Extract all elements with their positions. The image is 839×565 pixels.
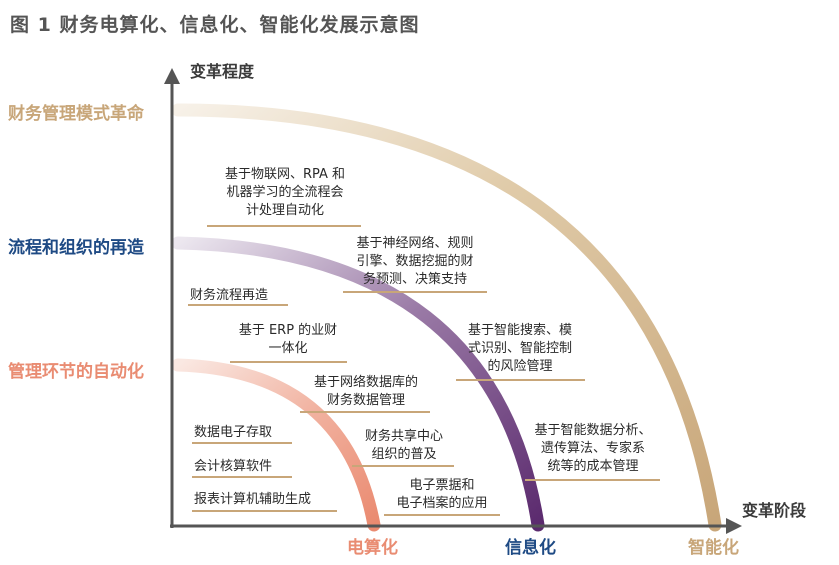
note-neural: 基于神经网络、规则 引擎、数据挖掘的财 务预测、决策支持 bbox=[340, 235, 490, 289]
note-line: 基于 ERP 的业财 bbox=[238, 323, 338, 338]
note-line: 基于智能数据分析、 bbox=[534, 423, 652, 438]
note-rpa: 基于物联网、RPA 和 机器学习的全流程会 计处理自动化 bbox=[207, 166, 363, 220]
note-line: 报表计算机辅助生成 bbox=[194, 492, 312, 507]
note-report-generation: 报表计算机辅助生成 bbox=[194, 491, 311, 509]
note-line: 数据电子存取 bbox=[194, 425, 273, 440]
stage-electronic: 电算化 bbox=[347, 538, 398, 558]
stage-information: 信息化 bbox=[505, 538, 556, 558]
note-line: 财务数据管理 bbox=[326, 393, 405, 408]
level-revolution: 财务管理模式革命 bbox=[8, 104, 144, 124]
note-line: 引擎、数据挖掘的财 bbox=[356, 254, 474, 269]
note-line: 电子档案的应用 bbox=[396, 496, 488, 511]
arc-automation bbox=[171, 358, 381, 532]
note-line: 遗传算法、专家系 bbox=[540, 441, 645, 456]
note-line: 基于网络数据库的 bbox=[313, 375, 418, 390]
note-line: 统等的成本管理 bbox=[547, 459, 639, 474]
arc-intelligent bbox=[171, 103, 722, 532]
note-shared-center: 财务共享中心 组织的普及 bbox=[350, 428, 458, 464]
note-network-db: 基于网络数据库的 财务数据管理 bbox=[298, 374, 434, 410]
note-line: 一体化 bbox=[268, 341, 308, 356]
note-line: 组织的普及 bbox=[371, 447, 437, 462]
note-line: 基于神经网络、规则 bbox=[356, 236, 474, 251]
y-axis-arrow bbox=[164, 68, 180, 84]
note-erp: 基于 ERP 的业财 一体化 bbox=[226, 322, 350, 358]
x-axis-label: 变革阶段 bbox=[742, 501, 807, 520]
note-cost-management: 基于智能数据分析、 遗传算法、专家系 统等的成本管理 bbox=[522, 422, 664, 476]
note-process-reengineering: 财务流程再造 bbox=[190, 287, 268, 305]
x-axis-arrow bbox=[726, 518, 742, 534]
note-line: 式识别、智能控制 bbox=[467, 341, 572, 356]
note-line: 机器学习的全流程会 bbox=[226, 185, 344, 200]
note-line: 会计核算软件 bbox=[194, 459, 273, 474]
note-line: 财务共享中心 bbox=[364, 429, 443, 444]
stage-intelligent: 智能化 bbox=[688, 538, 739, 558]
figure-title: 图 1 财务电算化、信息化、智能化发展示意图 bbox=[10, 14, 420, 36]
note-data-storage: 数据电子存取 bbox=[194, 424, 272, 442]
note-risk: 基于智能搜索、模 式识别、智能控制 的风险管理 bbox=[452, 322, 588, 376]
note-line: 务预测、决策支持 bbox=[362, 272, 467, 287]
note-line: 基于智能搜索、模 bbox=[467, 323, 572, 338]
note-e-invoice: 电子票据和 电子档案的应用 bbox=[382, 477, 502, 513]
arc-information bbox=[171, 236, 545, 532]
y-axis-label: 变革程度 bbox=[190, 62, 255, 81]
level-automation: 管理环节的自动化 bbox=[8, 362, 144, 382]
level-process: 流程和组织的再造 bbox=[8, 238, 144, 258]
note-line: 电子票据和 bbox=[409, 478, 475, 493]
note-line: 计处理自动化 bbox=[245, 203, 324, 218]
note-line: 财务流程再造 bbox=[190, 288, 269, 303]
note-line: 基于物联网、RPA 和 bbox=[224, 167, 346, 182]
note-line: 的风险管理 bbox=[487, 359, 553, 374]
note-accounting-software: 会计核算软件 bbox=[194, 458, 272, 476]
